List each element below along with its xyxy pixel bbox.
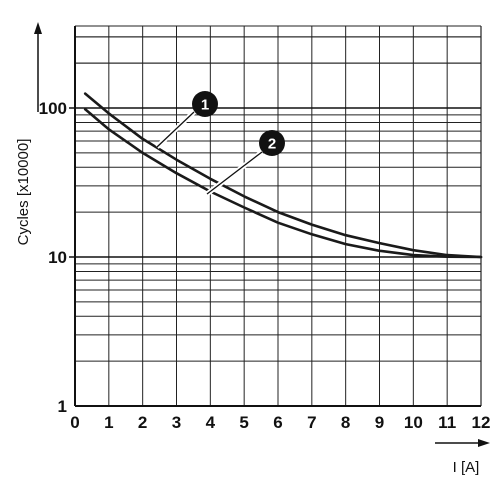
y-tick-label: 100 xyxy=(39,99,67,118)
y-axis-title-group: Cycles [x10000] xyxy=(15,139,32,246)
x-tick-label: 0 xyxy=(70,413,79,432)
callout-marker xyxy=(192,91,218,117)
callout-1: 1 xyxy=(155,91,218,149)
callout-leader xyxy=(206,151,263,195)
x-tick-labels: 0 1 2 3 4 5 6 7 8 9 10 11 12 xyxy=(70,413,490,432)
x-tick-label: 2 xyxy=(138,413,147,432)
series-line-2 xyxy=(83,108,483,259)
y-axis-title: Cycles [x10000] xyxy=(15,139,32,246)
callout-label: 2 xyxy=(268,136,276,153)
x-tick-label: 12 xyxy=(472,413,491,432)
y-axis-arrow xyxy=(34,22,42,112)
y-tick-labels: 1 10 100 xyxy=(39,99,67,416)
x-tick-label: 8 xyxy=(341,413,350,432)
callout-label: 1 xyxy=(201,97,209,114)
y-tick-label: 1 xyxy=(58,397,67,416)
callout-2: 2 xyxy=(205,130,285,196)
series xyxy=(83,92,483,259)
x-tick-label: 5 xyxy=(239,413,248,432)
x-tick-label: 7 xyxy=(307,413,316,432)
x-tick-label: 9 xyxy=(375,413,384,432)
x-tick-label: 11 xyxy=(438,413,456,432)
callout-leader xyxy=(156,111,195,148)
grid xyxy=(69,25,482,407)
callout-marker xyxy=(259,130,285,156)
x-tick-label: 1 xyxy=(104,413,113,432)
x-axis-arrow xyxy=(435,439,490,447)
x-axis-title: I [A] xyxy=(453,459,480,476)
x-tick-label: 4 xyxy=(206,413,216,432)
callouts: 12 xyxy=(155,91,285,196)
x-tick-label: 3 xyxy=(172,413,181,432)
x-tick-label: 10 xyxy=(404,413,423,432)
y-tick-label: 10 xyxy=(48,248,67,267)
x-tick-label: 6 xyxy=(273,413,282,432)
series-line-1 xyxy=(83,92,483,259)
